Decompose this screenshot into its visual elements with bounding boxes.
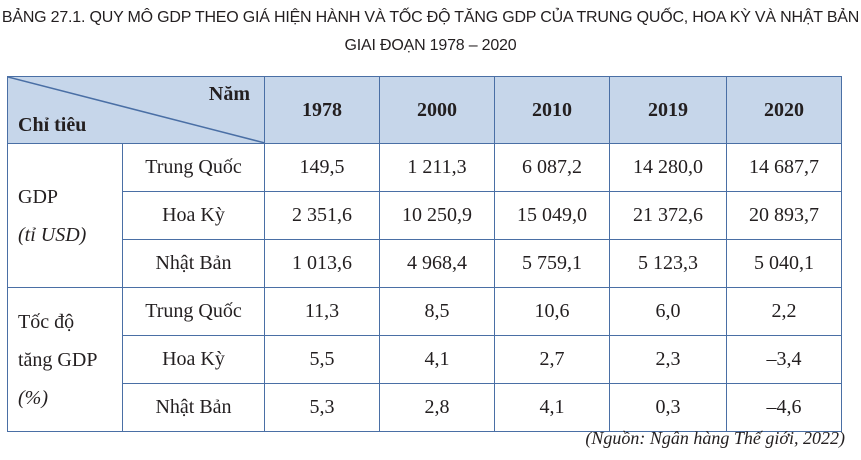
indicator-header-label: Chỉ tiêu (18, 114, 87, 136)
value-cell: 2,7 (494, 335, 610, 384)
value-cell: 5,5 (264, 335, 380, 384)
diagonal-divider (8, 77, 265, 143)
value-cell: 6,0 (609, 287, 727, 336)
value-cell: 20 893,7 (726, 191, 842, 240)
value-cell: 2 351,6 (264, 191, 380, 240)
year-header: 2019 (609, 76, 727, 144)
value-cell: 21 372,6 (609, 191, 727, 240)
value-cell: 149,5 (264, 143, 380, 192)
value-cell: 14 687,7 (726, 143, 842, 192)
table-title-line1: BẢNG 27.1. QUY MÔ GDP THEO GIÁ HIỆN HÀNH… (1, 9, 860, 26)
value-cell: 5,3 (264, 383, 380, 432)
value-cell: 5 040,1 (726, 239, 842, 288)
gdp-unit: (tỉ USD) (18, 223, 87, 246)
header-row: Năm Chỉ tiêu 1978 2000 2010 2019 2020 (7, 76, 842, 144)
source-note: (Nguồn: Ngân hàng Thế giới, 2022) (585, 428, 845, 448)
country-cell: Trung Quốc (122, 143, 265, 192)
value-cell: 5 123,3 (609, 239, 727, 288)
year-header: 2000 (379, 76, 495, 144)
value-cell: 14 280,0 (609, 143, 727, 192)
value-cell: 11,3 (264, 287, 380, 336)
value-cell: 4 968,4 (379, 239, 495, 288)
value-cell: 10 250,9 (379, 191, 495, 240)
gdp-table: Năm Chỉ tiêu 1978 2000 2010 2019 2020 GD… (7, 76, 842, 432)
value-cell: 15 049,0 (494, 191, 610, 240)
value-cell: 4,1 (494, 383, 610, 432)
gdp-group-label: GDP (tỉ USD) (7, 143, 123, 288)
growth-label-line1: Tốc độ (18, 310, 75, 333)
value-cell: –4,6 (726, 383, 842, 432)
year-header: 2010 (494, 76, 610, 144)
value-cell: 5 759,1 (494, 239, 610, 288)
table-row: Hoa Kỳ 2 351,6 10 250,9 15 049,0 21 372,… (8, 191, 842, 240)
value-cell: 4,1 (379, 335, 495, 384)
table-row: Tốc độ tăng GDP (%) Trung Quốc 11,3 8,5 … (7, 287, 842, 432)
value-cell: 2,3 (609, 335, 727, 384)
country-cell: Hoa Kỳ (122, 191, 265, 240)
value-cell: –3,4 (726, 335, 842, 384)
value-cell: 1 211,3 (379, 143, 495, 192)
year-header: 1978 (264, 76, 380, 144)
value-cell: 8,5 (379, 287, 495, 336)
country-cell: Nhật Bản (122, 239, 265, 288)
value-cell: 2,2 (726, 287, 842, 336)
value-cell: 1 013,6 (264, 239, 380, 288)
year-header: 2020 (726, 76, 842, 144)
table-row: Nhật Bản 5,3 2,8 4,1 0,3 –4,6 (8, 383, 842, 432)
value-cell: 2,8 (379, 383, 495, 432)
value-cell: 6 087,2 (494, 143, 610, 192)
value-cell: 0,3 (609, 383, 727, 432)
gdp-label: GDP (18, 185, 59, 208)
growth-label-line2: tăng GDP (18, 348, 98, 371)
table-row: GDP (tỉ USD) Trung Quốc 149,5 1 211,3 6 … (7, 143, 842, 288)
value-cell: 10,6 (494, 287, 610, 336)
country-cell: Hoa Kỳ (122, 335, 265, 384)
corner-header-cell: Năm Chỉ tiêu (7, 76, 265, 144)
year-header-label: Năm (208, 83, 250, 105)
country-cell: Nhật Bản (122, 383, 265, 432)
table-title-line2: GIAI ĐOẠN 1978 – 2020 (344, 37, 517, 54)
table-row: Hoa Kỳ 5,5 4,1 2,7 2,3 –3,4 (8, 335, 842, 384)
table-row: Nhật Bản 1 013,6 4 968,4 5 759,1 5 123,3… (8, 239, 842, 288)
growth-unit: (%) (18, 386, 48, 409)
growth-group-label: Tốc độ tăng GDP (%) (7, 287, 123, 432)
country-cell: Trung Quốc (122, 287, 265, 336)
